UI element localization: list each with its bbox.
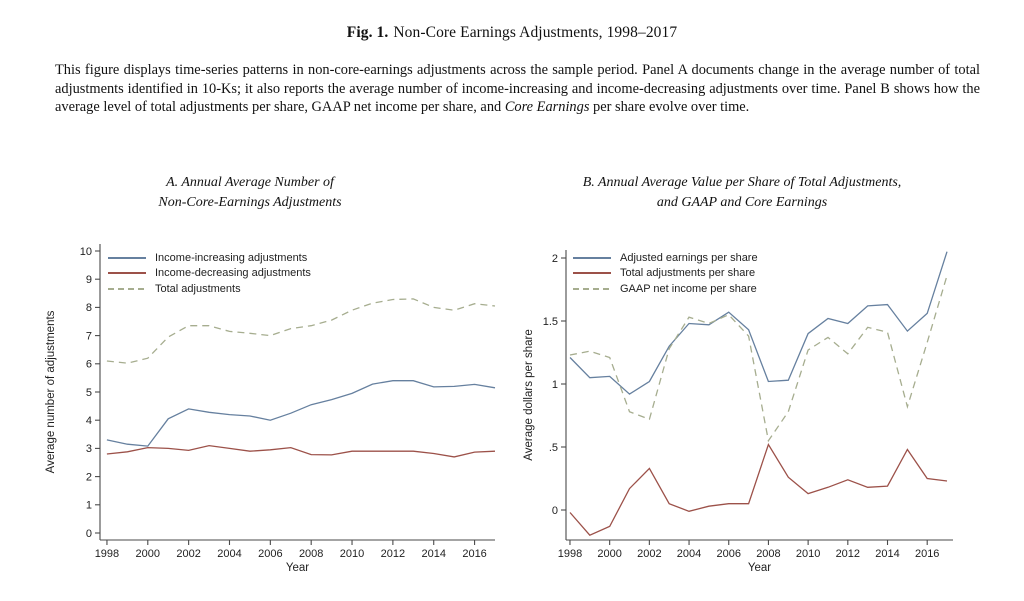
legend-item-income-decreasing: Income-decreasing adjustments bbox=[108, 266, 311, 282]
x-axis-title: Year bbox=[748, 562, 771, 574]
panel-b-title-line1: B. Annual Average Value per Share of Tot… bbox=[582, 175, 902, 190]
panel-a-title-line1: A. Annual Average Number of bbox=[166, 175, 334, 190]
total-adjustments-per-share-line bbox=[569, 442, 948, 536]
panel-b-title-line2: and GAAP and Core Earnings bbox=[656, 195, 828, 210]
x-tick-label: 2008 bbox=[299, 548, 323, 560]
total-adjustments-line bbox=[106, 298, 496, 364]
y-tick-label: 1 bbox=[86, 500, 92, 512]
x-tick-label: 2004 bbox=[677, 548, 701, 560]
caption-text-2: per share evolve over time. bbox=[589, 99, 750, 116]
total-adjustments-legend-label: Total adjustments bbox=[155, 282, 241, 295]
adjusted-earnings-legend-label: Adjusted earnings per share bbox=[620, 251, 758, 264]
x-tick-label: 2002 bbox=[637, 548, 661, 560]
x-tick-label: 2012 bbox=[836, 548, 860, 560]
x-tick-label: 2016 bbox=[462, 548, 486, 560]
legend-item-adjusted-earnings: Adjusted earnings per share bbox=[573, 250, 758, 266]
income-decreasing-adjustments-line bbox=[106, 444, 496, 458]
x-tick-label: 2016 bbox=[915, 548, 939, 560]
adjusted-earnings-line-swatch bbox=[573, 256, 611, 259]
x-tick-label: 1998 bbox=[558, 548, 582, 560]
panel-a-title: A. Annual Average Number of Non-Core-Ear… bbox=[40, 173, 460, 213]
panel-b-chart: 0 .5 1 1.5 2 1998 2000 2002 2004 2006 2008 2010 2012… bbox=[520, 230, 1015, 580]
panel-b-title: B. Annual Average Value per Share of Tot… bbox=[518, 173, 966, 213]
gaap-net-income-legend-label: GAAP net income per share bbox=[620, 282, 757, 295]
total-adjustments-line-swatch bbox=[108, 287, 146, 290]
x-tick-label: 2000 bbox=[136, 548, 160, 560]
y-tick-label: 4 bbox=[86, 415, 92, 427]
y-tick-label: 8 bbox=[86, 302, 92, 314]
y-tick-label: 9 bbox=[86, 274, 92, 286]
total-adjustments-per-share-line-swatch bbox=[573, 272, 611, 275]
legend-item-gaap-net-income: GAAP net income per share bbox=[573, 281, 758, 297]
total-adjustments-per-share-legend-label: Total adjustments per share bbox=[620, 267, 756, 280]
income-increasing-legend-label: Income-increasing adjustments bbox=[155, 251, 308, 264]
x-tick-label: 2002 bbox=[176, 548, 200, 560]
x-tick-label: 2010 bbox=[340, 548, 364, 560]
panel-a-title-line2: Non-Core-Earnings Adjustments bbox=[158, 195, 342, 210]
panel-a-legend: Income-increasing adjustments Income-dec… bbox=[108, 250, 311, 297]
y-tick-label: 1 bbox=[552, 379, 558, 391]
panel-b-legend: Adjusted earnings per share Total adjust… bbox=[573, 250, 758, 297]
x-tick-label: 2008 bbox=[756, 548, 780, 560]
gaap-net-income-per-share-line bbox=[569, 275, 948, 443]
y-tick-label: 0 bbox=[552, 505, 558, 517]
panel-a-plot: 0 1 2 3 4 5 6 7 8 9 10 1998 2000 2002 2004 2006 2008 2010… bbox=[45, 244, 496, 574]
figure-title: Fig. 1. Non-Core Earnings Adjustments, 19… bbox=[0, 24, 1024, 42]
caption-italic-text: Core Earnings bbox=[504, 99, 590, 116]
x-tick-label: 2006 bbox=[716, 548, 740, 560]
y-tick-label: 3 bbox=[86, 443, 92, 455]
x-axis-title: Year bbox=[286, 562, 309, 574]
x-tick-label: 2014 bbox=[421, 548, 445, 560]
x-tick-label: 1998 bbox=[95, 548, 119, 560]
panel-a-chart: 0 1 2 3 4 5 6 7 8 9 10 1998 2000 2002 2004 2006 2008 2010… bbox=[40, 230, 500, 580]
legend-item-income-increasing: Income-increasing adjustments bbox=[108, 250, 311, 266]
x-tick-label: 2000 bbox=[597, 548, 621, 560]
y-tick-label: 1.5 bbox=[543, 316, 558, 328]
legend-item-total-adjustments-per-share: Total adjustments per share bbox=[573, 266, 758, 282]
figure-caption: This figure displays time-series pattern… bbox=[55, 61, 980, 117]
x-tick-label: 2010 bbox=[796, 548, 820, 560]
adjusted-earnings-per-share-line bbox=[569, 251, 948, 395]
y-tick-label: 6 bbox=[86, 359, 92, 371]
panel-b-plot: 0 .5 1 1.5 2 1998 2000 2002 2004 2006 2008 2010 2012… bbox=[523, 250, 953, 574]
x-tick-label: 2014 bbox=[875, 548, 899, 560]
y-axis-title: Average number of adjustments bbox=[45, 310, 57, 473]
y-tick-label: 5 bbox=[86, 387, 92, 399]
y-tick-label: 7 bbox=[86, 330, 92, 342]
gaap-net-income-line-swatch bbox=[573, 287, 611, 290]
figure-title-text: Non-Core Earnings Adjustments, 1998–2017 bbox=[393, 24, 678, 41]
y-tick-label: 2 bbox=[86, 471, 92, 483]
figure-number: Fig. 1. bbox=[346, 24, 389, 41]
income-decreasing-line-swatch bbox=[108, 272, 146, 275]
income-decreasing-legend-label: Income-decreasing adjustments bbox=[155, 267, 311, 280]
income-increasing-adjustments-line bbox=[106, 380, 496, 447]
x-tick-label: 2012 bbox=[381, 548, 405, 560]
y-tick-label: 10 bbox=[80, 246, 92, 258]
income-increasing-line-swatch bbox=[108, 256, 146, 259]
y-tick-label: 0 bbox=[86, 528, 92, 540]
y-tick-label: 2 bbox=[552, 253, 558, 265]
x-tick-label: 2004 bbox=[217, 548, 241, 560]
x-tick-label: 2006 bbox=[258, 548, 282, 560]
legend-item-total-adjustments: Total adjustments bbox=[108, 281, 311, 297]
y-tick-label: .5 bbox=[549, 442, 558, 454]
y-axis-title: Average dollars per share bbox=[523, 329, 535, 460]
caption-text-1: This figure displays time-series pattern… bbox=[55, 62, 980, 116]
